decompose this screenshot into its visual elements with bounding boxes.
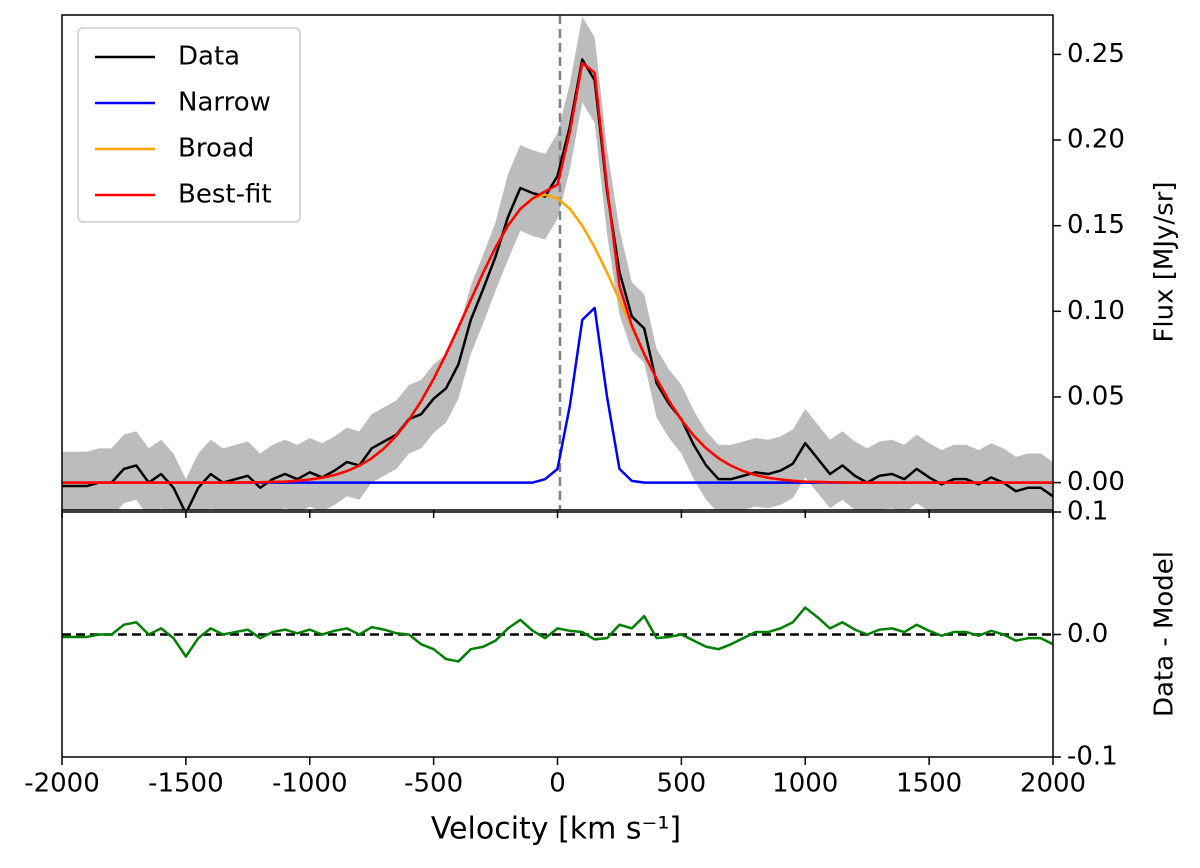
bottom-plot — [62, 606, 1053, 663]
x-tick-label: 0 — [549, 769, 566, 799]
x-tick-label: -2000 — [24, 769, 100, 799]
x-axis-label: Velocity [km s⁻¹] — [431, 812, 681, 847]
y-tick-label: 0.05 — [1067, 381, 1125, 411]
data-line — [62, 606, 1053, 663]
y-tick-label: 0.15 — [1067, 210, 1125, 240]
y-tick-label: 0.1 — [1067, 497, 1108, 527]
legend-label: Narrow — [178, 88, 271, 118]
top-plot — [62, 15, 1053, 510]
error-band — [62, 16, 1053, 510]
legend-box — [77, 27, 301, 223]
plot-frame — [61, 511, 1054, 758]
x-tick-label: 1000 — [772, 769, 838, 799]
legend-label: Broad — [178, 134, 254, 164]
axes: 0.000.050.100.150.200.25DataNarrowBroadB… — [24, 14, 1125, 799]
y-tick-label: 0.25 — [1067, 39, 1125, 69]
y-axis-label: Flux [MJy/sr] — [1150, 181, 1180, 342]
x-tick-label: 1500 — [896, 769, 962, 799]
y-axis-label: Data - Model — [1150, 551, 1180, 717]
x-tick-label: -1500 — [148, 769, 224, 799]
y-tick-label: 0.0 — [1067, 619, 1108, 649]
x-tick-label: -500 — [404, 769, 463, 799]
plot-frame — [61, 14, 1054, 511]
legend-label: Best-fit — [178, 180, 272, 210]
y-tick-label: 0.20 — [1067, 125, 1125, 155]
x-tick-label: 500 — [657, 769, 707, 799]
y-tick-label: 0.10 — [1067, 296, 1125, 326]
legend-label: Data — [178, 42, 240, 72]
y-tick-label: -0.1 — [1067, 742, 1118, 772]
y-tick-label: 0.00 — [1067, 467, 1125, 497]
x-tick-label: -1000 — [272, 769, 348, 799]
data-line — [62, 61, 1053, 484]
x-tick-label: 2000 — [1020, 769, 1086, 799]
